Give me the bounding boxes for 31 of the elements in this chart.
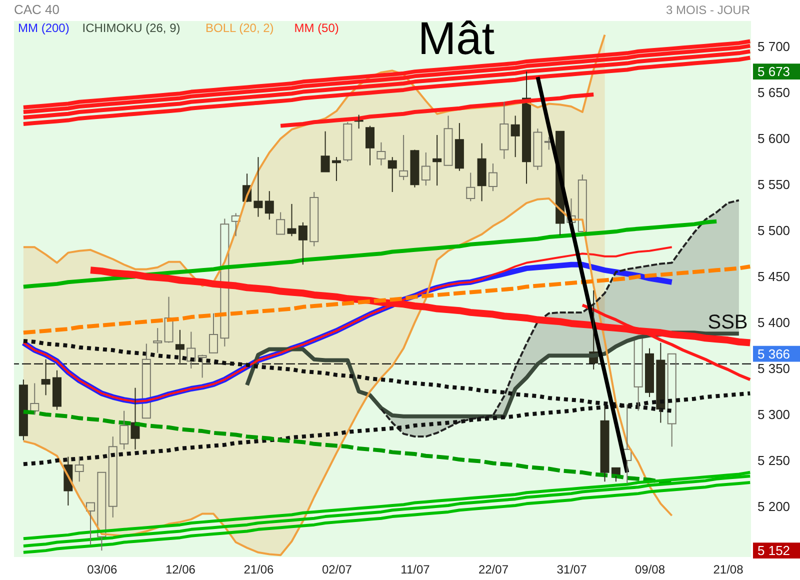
y-tick-label: 5 200 — [758, 498, 790, 514]
annotation: SSB — [708, 312, 748, 334]
x-tick-label: 22/07 — [478, 562, 509, 576]
y-tick-label: 5 250 — [758, 452, 790, 468]
y-tick-label: 5 300 — [758, 406, 790, 422]
x-tick-label: 09/08 — [634, 562, 666, 576]
annotation: Mât — [418, 12, 495, 64]
y-tick-label: 5 366 — [758, 346, 790, 362]
chart-subtitle: 3 MOIS - JOUR — [666, 3, 750, 17]
text: BOLL (20, 2) — [206, 21, 274, 35]
text: MM (200) — [18, 21, 70, 35]
x-tick-label: 21/06 — [244, 562, 274, 576]
y-tick-label: 5 450 — [758, 269, 790, 284]
y-tick-label: 5 550 — [758, 177, 790, 192]
y-tick-label: 5 650 — [758, 85, 790, 100]
x-tick-label: 11/07 — [400, 562, 430, 576]
x-tick-label: 12/06 — [165, 562, 196, 576]
y-tick-label: 5 350 — [758, 361, 790, 376]
y-tick-label: 5 673 — [758, 64, 790, 80]
x-tick-label: 21/08 — [713, 562, 744, 576]
text: ICHIMOKU (26, 9) — [82, 21, 180, 35]
y-tick-label: 5 400 — [758, 315, 790, 330]
x-tick-label: 03/06 — [87, 562, 118, 576]
y-tick-label: 5 500 — [758, 223, 790, 238]
x-tick-label: 02/07 — [322, 562, 352, 576]
x-tick-label: 31/07 — [556, 562, 588, 576]
y-tick-label: 5 700 — [758, 39, 790, 54]
chart-title: CAC 40 — [14, 2, 60, 17]
text: MM (50) — [294, 21, 339, 35]
y-tick-label: 5 600 — [758, 131, 790, 146]
y-tick-label: 5 152 — [758, 543, 790, 558]
